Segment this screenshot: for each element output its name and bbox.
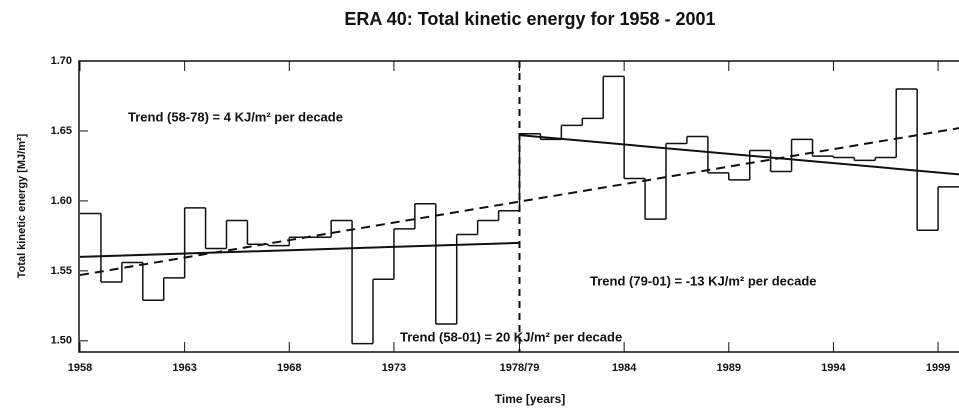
y-tick-label: 1.65 xyxy=(51,125,72,137)
y-tick-label: 1.70 xyxy=(51,55,72,67)
x-tick-label: 1989 xyxy=(717,362,741,374)
x-tick-label: 1958 xyxy=(68,362,92,374)
annotation: Trend (79-01) = -13 KJ/m² per decade xyxy=(590,273,817,288)
x-tick-label: 1994 xyxy=(821,362,846,374)
plot-frame xyxy=(78,60,959,353)
annotation: Trend (58-78) = 4 KJ/m² per decade xyxy=(128,109,343,124)
trend-line xyxy=(79,127,959,277)
trend-line xyxy=(519,134,959,176)
y-tick-label: 1.50 xyxy=(51,335,72,347)
y-tick-label: 1.60 xyxy=(51,195,72,207)
x-tick-label: 1963 xyxy=(172,362,196,374)
x-tick-label: 1978/79 xyxy=(500,362,540,374)
x-axis-label: Time [years] xyxy=(495,392,565,406)
x-tick-label: 1984 xyxy=(612,362,637,374)
x-tick-label: 1968 xyxy=(277,362,301,374)
x-tick-label: 1999 xyxy=(926,362,950,374)
x-tick-label: 1973 xyxy=(382,362,406,374)
annotation: Trend (58-01) = 20 KJ/m² per decade xyxy=(400,329,622,344)
trend-line xyxy=(79,241,520,258)
chart-title: ERA 40: Total kinetic energy for 1958 - … xyxy=(344,9,715,29)
y-tick-label: 1.55 xyxy=(51,265,72,277)
y-axis-label: Total kinetic energy [MJ/m²] xyxy=(16,133,28,278)
